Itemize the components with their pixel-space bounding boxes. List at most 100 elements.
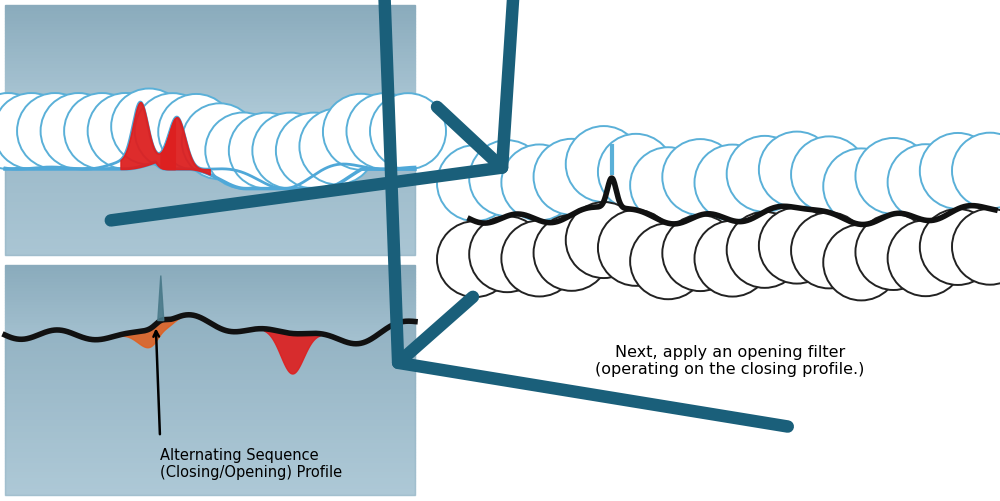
Bar — [5, 331, 415, 334]
Bar — [5, 249, 415, 252]
Bar — [5, 463, 415, 466]
Circle shape — [323, 94, 399, 170]
Bar — [5, 311, 415, 314]
Bar — [5, 305, 415, 308]
Bar — [5, 52, 415, 55]
Circle shape — [182, 103, 258, 179]
Circle shape — [630, 147, 706, 223]
Bar — [5, 386, 415, 389]
Bar — [5, 83, 415, 86]
Bar — [5, 492, 415, 495]
Bar — [5, 334, 415, 337]
Bar — [5, 161, 415, 164]
Bar — [5, 130, 415, 133]
Bar — [5, 192, 415, 195]
Bar — [5, 46, 415, 49]
Bar — [5, 102, 415, 105]
Circle shape — [888, 144, 964, 220]
Bar — [5, 360, 415, 363]
Bar — [5, 354, 415, 357]
Bar — [5, 167, 415, 171]
Bar — [5, 348, 415, 351]
Bar — [5, 89, 415, 93]
Bar — [5, 409, 415, 412]
Bar — [5, 227, 415, 230]
Circle shape — [694, 220, 770, 297]
Circle shape — [135, 93, 211, 169]
Bar — [5, 377, 415, 380]
Circle shape — [17, 93, 93, 169]
Bar — [5, 475, 415, 478]
Bar — [5, 121, 415, 124]
Circle shape — [346, 93, 422, 169]
Bar — [5, 371, 415, 374]
Bar — [5, 366, 415, 369]
Circle shape — [598, 210, 674, 286]
Bar — [5, 195, 415, 199]
Circle shape — [534, 215, 610, 291]
Circle shape — [276, 113, 352, 188]
Circle shape — [229, 113, 305, 188]
Bar — [5, 11, 415, 15]
Bar — [5, 180, 415, 183]
Bar — [5, 21, 415, 24]
Bar — [5, 300, 415, 303]
Bar — [5, 205, 415, 208]
Bar — [5, 357, 415, 360]
Circle shape — [566, 126, 642, 202]
Bar — [5, 271, 415, 274]
Bar — [5, 443, 415, 446]
Bar — [5, 303, 415, 305]
Circle shape — [437, 221, 513, 297]
Bar — [5, 369, 415, 371]
Bar — [5, 403, 415, 406]
Bar — [5, 208, 415, 211]
Bar — [5, 136, 415, 139]
Text: Alternating Sequence
(Closing/Opening) Profile: Alternating Sequence (Closing/Opening) P… — [160, 448, 342, 480]
Circle shape — [501, 144, 577, 220]
Bar — [5, 308, 415, 311]
Bar — [5, 346, 415, 348]
Circle shape — [694, 145, 770, 220]
Bar — [5, 245, 415, 249]
Bar — [5, 323, 415, 325]
Bar — [5, 30, 415, 33]
Bar — [5, 77, 415, 80]
Bar — [5, 449, 415, 452]
Bar — [5, 236, 415, 239]
Bar — [5, 27, 415, 30]
Circle shape — [88, 93, 164, 169]
Bar — [5, 142, 415, 146]
Bar — [5, 24, 415, 27]
Circle shape — [662, 139, 738, 215]
Bar — [5, 155, 415, 158]
Bar — [5, 466, 415, 469]
Bar — [5, 224, 415, 227]
Bar — [5, 96, 415, 99]
Bar — [5, 74, 415, 77]
Bar — [5, 214, 415, 217]
Bar — [5, 426, 415, 429]
Circle shape — [855, 214, 931, 290]
Circle shape — [727, 136, 803, 212]
Bar — [5, 18, 415, 21]
Text: Next, apply an opening filter
(operating on the closing profile.): Next, apply an opening filter (operating… — [595, 345, 865, 377]
Bar — [5, 149, 415, 152]
Circle shape — [566, 202, 642, 278]
Bar — [5, 55, 415, 58]
Bar — [5, 383, 415, 386]
Circle shape — [920, 209, 996, 285]
Circle shape — [370, 93, 446, 169]
Circle shape — [759, 132, 835, 207]
Bar — [5, 105, 415, 108]
Bar — [5, 5, 415, 8]
Bar — [5, 171, 415, 174]
Circle shape — [534, 139, 610, 215]
Bar — [5, 64, 415, 68]
Bar — [5, 43, 415, 46]
Bar — [5, 230, 415, 233]
Bar — [5, 265, 415, 268]
Bar — [5, 164, 415, 167]
Circle shape — [888, 220, 964, 296]
Bar — [5, 406, 415, 409]
